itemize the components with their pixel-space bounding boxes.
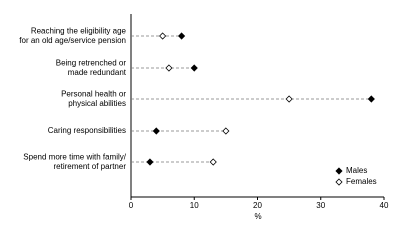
category-label: Spend more time with family/retirement o… bbox=[23, 152, 126, 171]
dot-marker bbox=[159, 32, 167, 40]
x-tick-label: 10 bbox=[190, 201, 199, 210]
legend-label: Females bbox=[346, 177, 377, 186]
x-tick-label: 30 bbox=[316, 201, 325, 210]
x-axis-label: % bbox=[254, 212, 261, 221]
dot-marker bbox=[152, 127, 160, 135]
dot-marker bbox=[146, 158, 154, 166]
chart: % 0 10 20 30 40 Reaching the eligibility age f… bbox=[19, 14, 389, 221]
category-label: Personal health or physical abilities bbox=[61, 89, 126, 108]
category-label: Caring responsibilities bbox=[48, 126, 126, 135]
legend-marker bbox=[335, 178, 343, 186]
legend-marker bbox=[335, 167, 343, 175]
category-label: Reaching the eligibility age for an old a… bbox=[19, 26, 126, 45]
dot-marker bbox=[165, 64, 173, 72]
dot-marker bbox=[222, 127, 230, 135]
legend-label: Males bbox=[346, 166, 367, 175]
category-label: Being retrenched or made redundant bbox=[56, 58, 127, 77]
dot-marker bbox=[367, 95, 375, 103]
x-tick-label: 0 bbox=[129, 201, 134, 210]
dot-marker bbox=[178, 32, 186, 40]
dot-marker bbox=[209, 158, 217, 166]
dot-marker bbox=[190, 64, 198, 72]
dot-marker bbox=[285, 95, 293, 103]
x-tick-label: 40 bbox=[380, 201, 389, 210]
x-tick-label: 20 bbox=[253, 201, 262, 210]
